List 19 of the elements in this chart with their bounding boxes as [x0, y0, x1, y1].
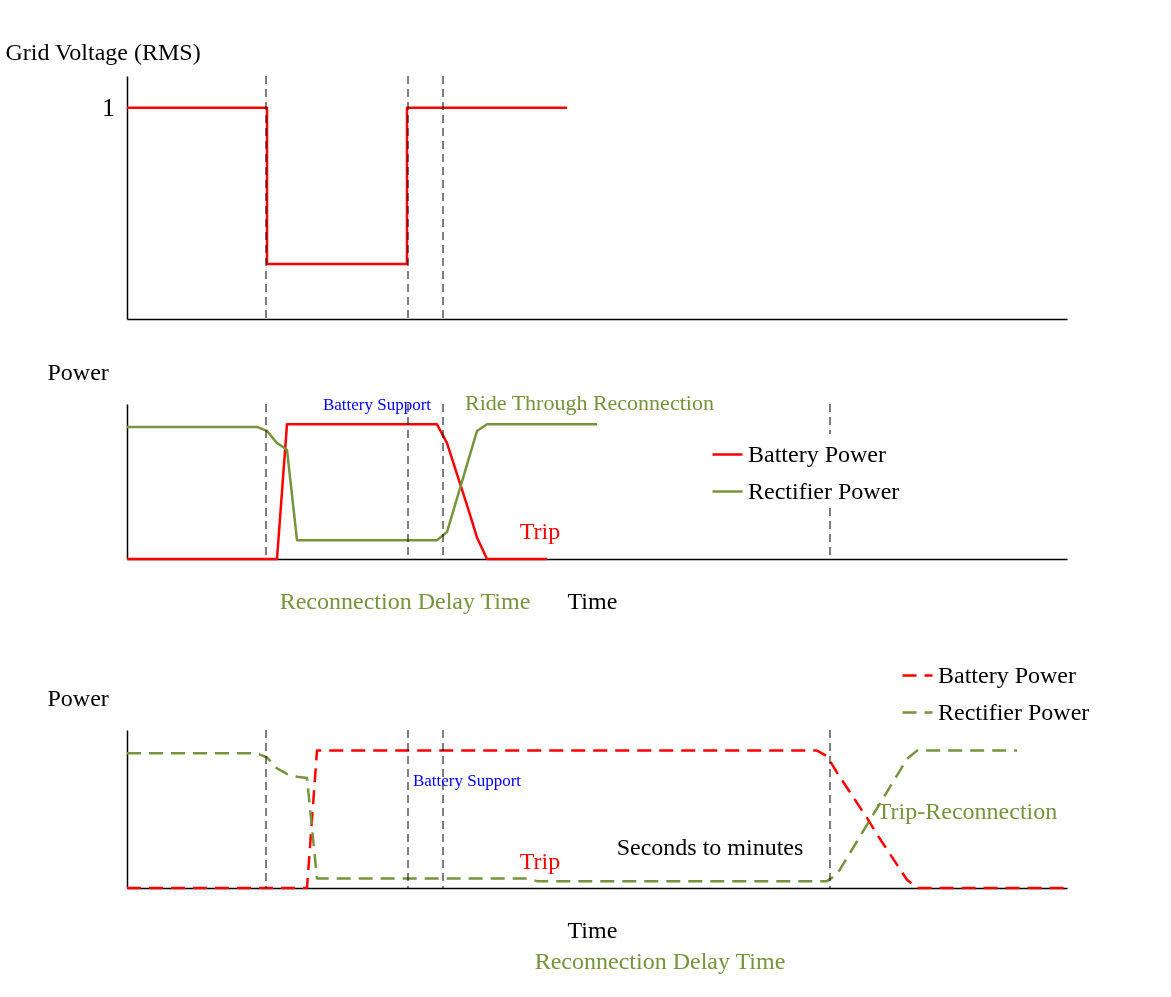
- annotation: Trip: [519, 847, 561, 874]
- annotation: Trip-Reconnection: [876, 798, 1058, 825]
- annotation: Battery Support: [412, 770, 522, 790]
- text: Ride Through Reconnection: [465, 389, 714, 415]
- y-axis-title: Power: [47, 358, 109, 385]
- annotation: Trip: [519, 518, 561, 545]
- x-axis-title: Time: [567, 916, 618, 943]
- legend-label: Rectifier Power: [748, 477, 900, 504]
- x-axis-title: Time: [567, 587, 618, 614]
- text: Reconnection Delay Time: [279, 588, 531, 615]
- legend-label: Rectifier Power: [938, 698, 1090, 725]
- legend-label: Battery Power: [938, 661, 1076, 688]
- text: 1: [102, 92, 115, 122]
- y-axis-title: Grid Voltage (RMS): [5, 38, 201, 65]
- legend-label: Battery Power: [748, 440, 886, 467]
- annotation: Seconds to minutes: [616, 834, 804, 861]
- text: Battery Support: [322, 395, 432, 415]
- y-axis-title: Power: [47, 684, 109, 711]
- text: Reconnection Delay Time: [534, 948, 786, 975]
